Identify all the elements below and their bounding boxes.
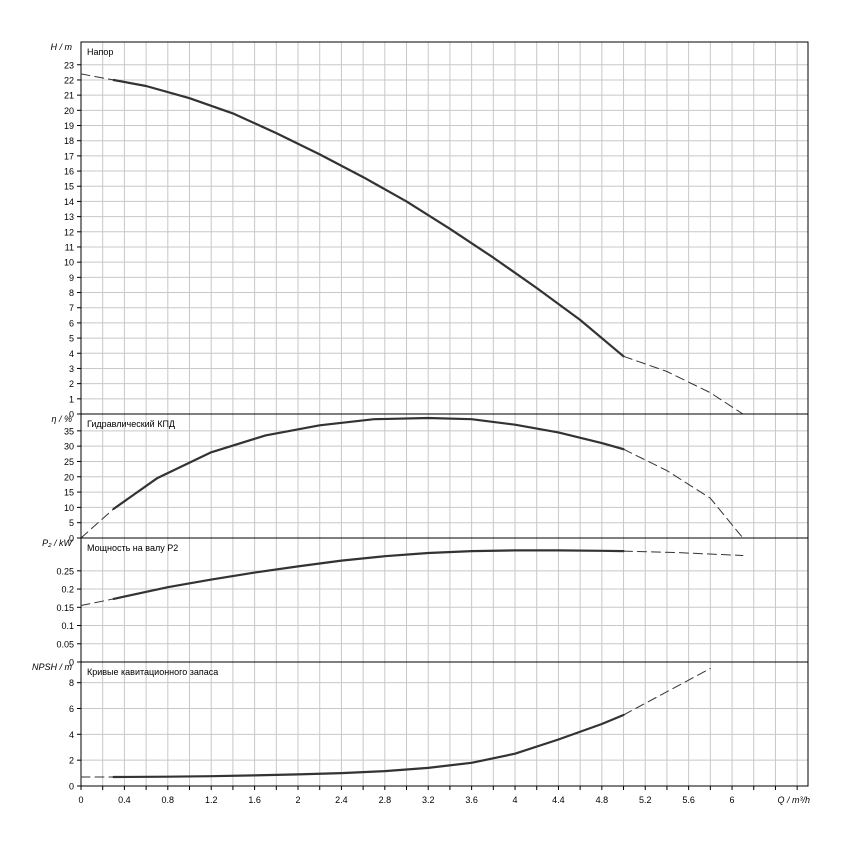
y-tick-label: 30 <box>64 442 74 452</box>
curve-extrapolated <box>80 598 115 606</box>
y-tick-label: 18 <box>64 136 74 146</box>
x-tick-label: 5.2 <box>639 795 652 805</box>
y-tick-label: 0 <box>69 658 74 668</box>
y-tick-label: 4 <box>69 349 74 359</box>
y-axis-label: P₂ / kW <box>42 538 73 548</box>
y-tick-label: 10 <box>64 258 74 268</box>
y-tick-label: 0.2 <box>61 585 74 595</box>
panel-title: Гидравлический КПД <box>87 419 175 429</box>
panel-title: Кривые кавитационного запаса <box>87 667 218 677</box>
x-tick-label: 4.4 <box>552 795 565 805</box>
panel-title: Мощность на валу P2 <box>87 543 178 553</box>
y-tick-label: 15 <box>64 182 74 192</box>
x-tick-label: 0.8 <box>162 795 175 805</box>
y-tick-label: 25 <box>64 457 74 467</box>
y-tick-label: 6 <box>69 318 74 328</box>
y-axis-label: H / m <box>51 42 73 52</box>
curve-extrapolated <box>623 550 744 556</box>
curve-operating <box>112 78 625 358</box>
x-tick-label: 2.8 <box>379 795 392 805</box>
y-tick-label: 2 <box>69 756 74 766</box>
x-tick-label: 5.6 <box>682 795 695 805</box>
y-tick-label: 11 <box>65 242 74 252</box>
curve-extrapolated <box>623 448 744 539</box>
y-tick-label: 8 <box>69 288 74 298</box>
x-tick-label: 3.2 <box>422 795 435 805</box>
curve-extrapolated <box>80 508 115 539</box>
x-tick-label: 2.4 <box>335 795 348 805</box>
curve-operating <box>112 713 625 779</box>
y-tick-label: 0.15 <box>56 603 74 613</box>
y-tick-label: 0 <box>69 782 74 792</box>
y-tick-label: 0.25 <box>56 566 74 576</box>
y-tick-label: 20 <box>64 106 74 116</box>
y-tick-label: 0.1 <box>61 621 74 631</box>
y-tick-label: 6 <box>69 704 74 714</box>
y-tick-label: 1 <box>69 394 74 404</box>
panel-frame <box>80 661 809 787</box>
curve-extrapolated <box>623 668 711 716</box>
x-tick-label: 0.4 <box>118 795 131 805</box>
curve-operating <box>112 549 625 601</box>
y-axis-label: η / % <box>51 414 72 424</box>
panel-frame <box>80 413 809 539</box>
x-axis-label: Q / m³/h <box>777 795 810 805</box>
y-tick-label: 3 <box>69 364 74 374</box>
y-tick-label: 0 <box>69 534 74 544</box>
curve-extrapolated <box>80 73 115 81</box>
panel-title: Напор <box>87 47 113 57</box>
y-tick-label: 13 <box>64 212 74 222</box>
y-tick-label: 7 <box>69 303 74 313</box>
curve-extrapolated <box>623 355 744 415</box>
x-tick-label: 1.2 <box>205 795 218 805</box>
y-tick-label: 21 <box>64 91 74 101</box>
y-tick-label: 5 <box>69 334 74 344</box>
x-tick-label: 2 <box>296 795 301 805</box>
y-tick-label: 10 <box>64 503 74 513</box>
y-tick-label: 20 <box>64 472 74 482</box>
y-tick-label: 15 <box>64 488 74 498</box>
x-tick-label: 4.8 <box>596 795 609 805</box>
x-tick-label: 3.6 <box>465 795 478 805</box>
y-tick-label: 16 <box>64 167 74 177</box>
y-tick-label: 4 <box>69 730 74 740</box>
y-tick-label: 23 <box>64 60 74 70</box>
y-tick-label: 12 <box>64 227 74 237</box>
y-tick-label: 14 <box>64 197 74 207</box>
curve-operating <box>112 416 625 510</box>
y-tick-label: 35 <box>64 426 74 436</box>
y-tick-label: 19 <box>64 121 74 131</box>
y-tick-label: 0.05 <box>56 639 74 649</box>
y-tick-label: 9 <box>69 273 74 283</box>
y-tick-label: 8 <box>69 678 74 688</box>
x-tick-label: 0 <box>78 795 83 805</box>
x-tick-label: 6 <box>730 795 735 805</box>
y-tick-label: 22 <box>64 75 74 85</box>
y-tick-label: 5 <box>69 518 74 528</box>
x-tick-label: 4 <box>513 795 518 805</box>
x-tick-label: 1.6 <box>248 795 261 805</box>
y-tick-label: 0 <box>69 410 74 420</box>
y-tick-label: 17 <box>64 151 74 161</box>
y-axis-label: NPSH / m <box>32 662 73 672</box>
y-tick-label: 2 <box>69 379 74 389</box>
